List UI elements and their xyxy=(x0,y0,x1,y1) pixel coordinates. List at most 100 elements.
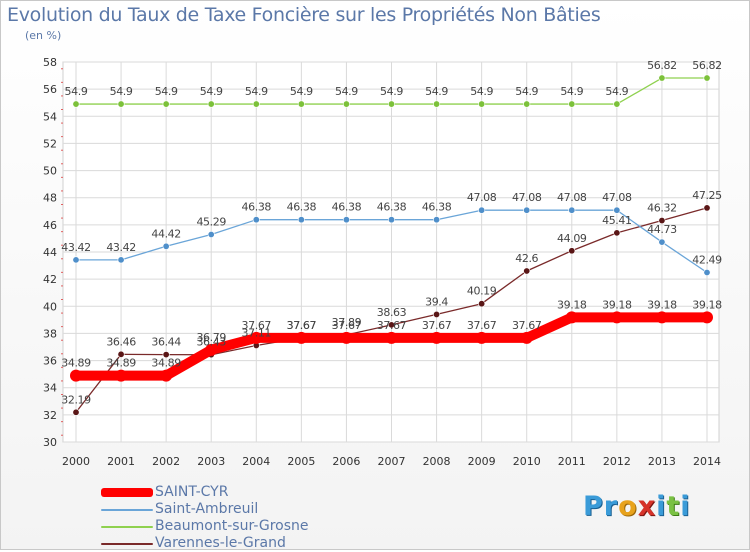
data-label: 39.18 xyxy=(557,298,587,311)
x-tick-label: 2002 xyxy=(152,455,180,468)
data-point xyxy=(568,247,576,255)
data-label: 54.9 xyxy=(110,85,133,98)
logo-letter: i xyxy=(656,491,667,522)
data-label: 47.08 xyxy=(557,191,587,204)
x-tick-label: 2011 xyxy=(558,455,586,468)
data-label: 39.4 xyxy=(425,295,448,308)
x-tick-label: 2013 xyxy=(648,455,676,468)
data-point xyxy=(72,100,80,108)
data-point xyxy=(613,229,621,237)
data-label: 36.43 xyxy=(196,336,226,349)
data-label: 38.63 xyxy=(377,306,407,319)
y-tick-label: 44 xyxy=(43,246,57,259)
data-label: 46.38 xyxy=(377,201,407,214)
x-tick-label: 2007 xyxy=(378,455,406,468)
data-label: 37.67 xyxy=(467,319,497,332)
data-label: 39.18 xyxy=(692,298,722,311)
proxiti-logo: Proxiti xyxy=(583,491,691,522)
y-tick-label: 32 xyxy=(43,409,57,422)
data-label: 34.89 xyxy=(61,357,91,370)
x-tick-label: 2005 xyxy=(287,455,315,468)
data-label: 36.44 xyxy=(151,336,181,349)
data-point xyxy=(703,204,711,212)
data-point xyxy=(297,216,305,224)
data-point xyxy=(252,216,260,224)
data-label: 37.67 xyxy=(287,319,317,332)
data-label: 46.38 xyxy=(287,201,317,214)
data-label: 43.42 xyxy=(106,241,136,254)
data-label: 45.29 xyxy=(196,215,226,228)
y-tick-label: 34 xyxy=(43,382,57,395)
data-point xyxy=(613,206,621,214)
data-label: 37.67 xyxy=(332,319,362,332)
data-label: 46.38 xyxy=(422,201,452,214)
data-point xyxy=(385,331,398,344)
data-point xyxy=(117,256,125,264)
data-label: 39.18 xyxy=(647,298,677,311)
data-label: 46.32 xyxy=(647,202,677,215)
data-point xyxy=(70,369,82,382)
data-label: 42.49 xyxy=(692,253,722,266)
data-point xyxy=(658,238,666,246)
data-label: 54.9 xyxy=(200,85,223,98)
data-point xyxy=(478,206,486,214)
data-point xyxy=(115,369,128,382)
data-label: 34.89 xyxy=(106,357,136,370)
data-label: 44.09 xyxy=(557,232,587,245)
data-point xyxy=(117,350,125,358)
data-point xyxy=(162,242,170,250)
data-point xyxy=(160,369,173,382)
data-label: 44.73 xyxy=(647,223,677,236)
x-tick-label: 2008 xyxy=(423,455,451,468)
logo-letter: x xyxy=(637,491,657,522)
data-point xyxy=(703,74,711,82)
data-label: 37.67 xyxy=(287,319,317,332)
data-point xyxy=(475,331,488,344)
y-tick-label: 40 xyxy=(43,300,57,313)
legend-label: Saint-Ambreuil xyxy=(155,501,259,517)
data-point xyxy=(523,100,531,108)
data-label: 47.25 xyxy=(692,189,722,202)
legend-swatch xyxy=(101,526,153,528)
chart-title: Evolution du Taux de Taxe Foncière sur l… xyxy=(7,4,601,26)
legend-label: Varennes-le-Grand xyxy=(155,535,286,551)
y-tick-label: 30 xyxy=(43,436,57,449)
data-label: 54.9 xyxy=(470,85,493,98)
data-point xyxy=(610,311,623,324)
data-point xyxy=(387,100,395,108)
data-point xyxy=(72,408,80,416)
data-point xyxy=(613,100,621,108)
data-label: 54.9 xyxy=(515,85,538,98)
data-label: 56.82 xyxy=(692,59,722,72)
data-label: 54.9 xyxy=(560,85,583,98)
data-label: 32.19 xyxy=(61,393,91,406)
logo-letter: i xyxy=(680,491,691,522)
data-point xyxy=(658,74,666,82)
y-tick-label: 36 xyxy=(43,355,57,368)
legend-label: Beaumont-sur-Grosne xyxy=(155,518,309,534)
x-tick-label: 2000 xyxy=(62,455,90,468)
x-tick-label: 2010 xyxy=(513,455,541,468)
data-label: 37.11 xyxy=(242,327,272,340)
data-label: 54.9 xyxy=(425,85,448,98)
logo-letter: t xyxy=(666,491,681,522)
data-point xyxy=(252,100,260,108)
data-point xyxy=(72,256,80,264)
data-point xyxy=(342,100,350,108)
data-point xyxy=(162,100,170,108)
data-point xyxy=(250,331,263,344)
data-point xyxy=(701,311,713,324)
legend-swatch xyxy=(101,543,153,545)
y-tick-label: 52 xyxy=(43,137,57,150)
data-point xyxy=(387,216,395,224)
data-label: 47.08 xyxy=(512,191,542,204)
data-point xyxy=(162,351,170,359)
data-point xyxy=(433,100,441,108)
data-point xyxy=(478,300,486,308)
data-point xyxy=(565,311,578,324)
legend-label: SAINT-CYR xyxy=(155,484,229,500)
data-label: 54.9 xyxy=(290,85,313,98)
y-axis-unit-label: (en %) xyxy=(25,29,62,42)
